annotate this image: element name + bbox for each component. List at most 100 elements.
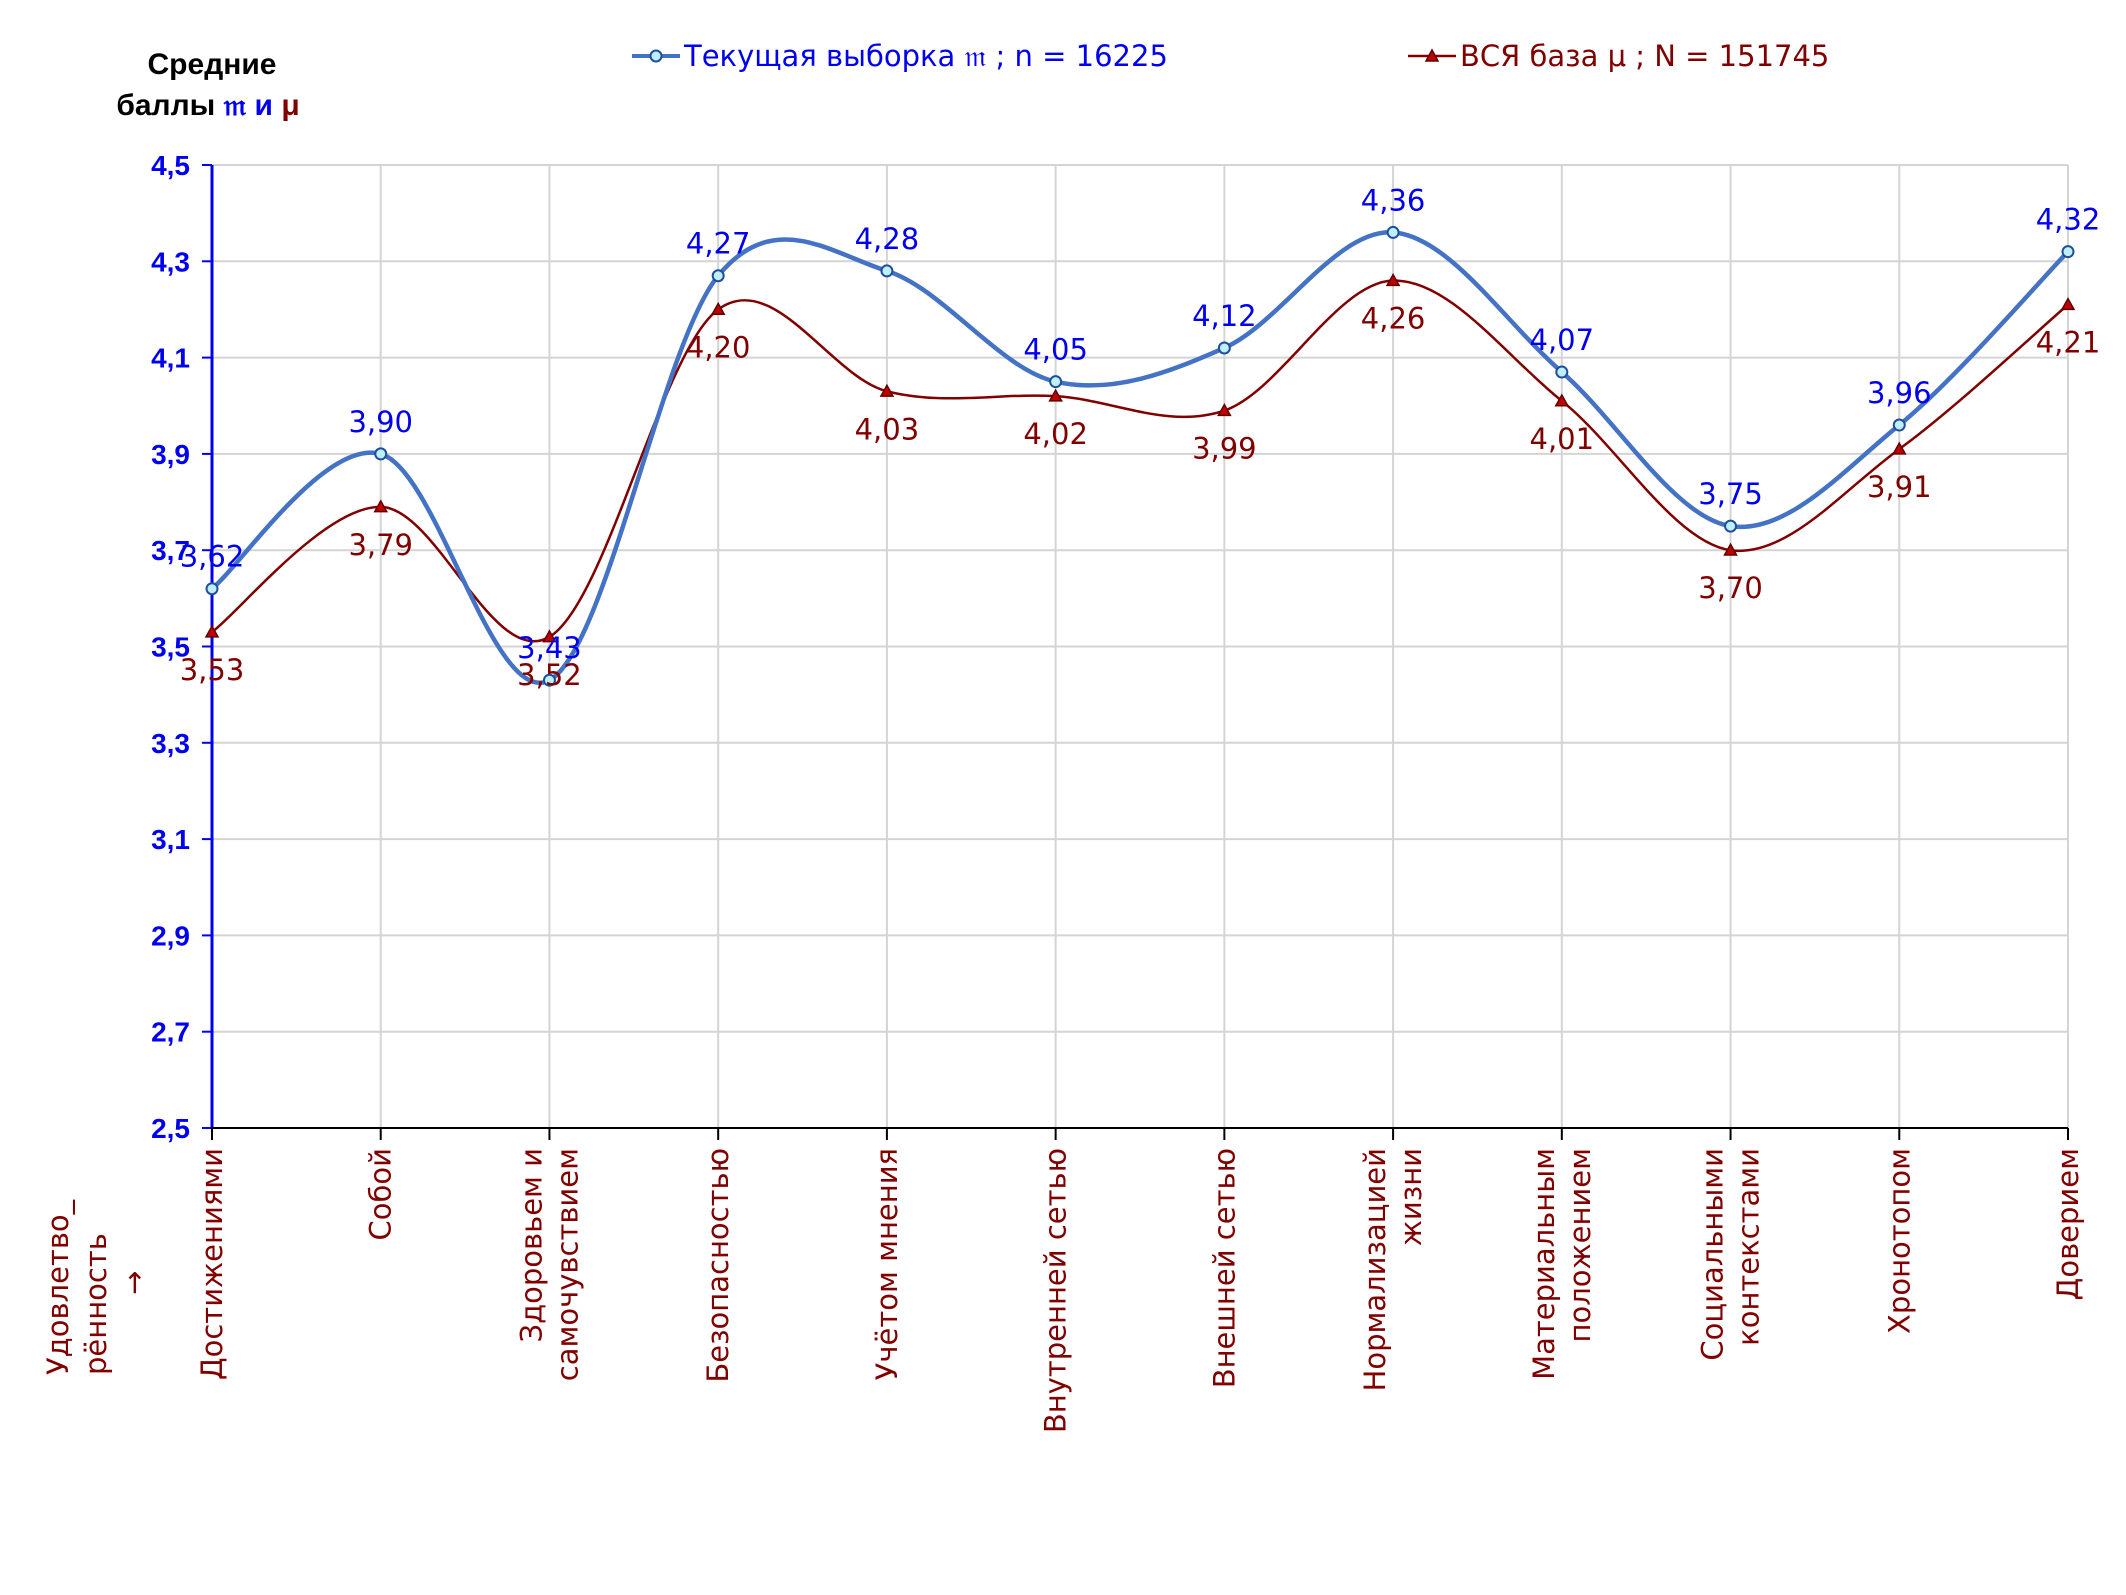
data-point-marker <box>1049 375 1063 389</box>
data-point-marker <box>374 447 388 461</box>
axis-titles: Средние баллы 𝔪 и μ Удовлетво_ рённость → <box>41 48 300 1375</box>
data-point-marker <box>1217 341 1231 355</box>
legend-item: Текущая выборка 𝔪 ; n = 16225 <box>632 39 1168 73</box>
x-tick-label-group: Нормализацией жизни <box>1358 1148 1428 1391</box>
data-point-marker <box>205 582 219 596</box>
x-tick-label-group: Внутренней сетью <box>1039 1148 1073 1433</box>
y-tick-label: 3,5 <box>151 632 190 663</box>
x-tick-label: Достижениями <box>195 1148 229 1380</box>
x-axis-title-line: → <box>117 1271 151 1295</box>
x-tick-label: Доверием <box>2051 1148 2085 1300</box>
data-point-marker <box>1554 393 1570 407</box>
series-base <box>204 273 2076 643</box>
legend: Текущая выборка 𝔪 ; n = 16225 ВСЯ база μ … <box>632 39 1829 73</box>
y-tick-label: 2,5 <box>151 1113 190 1144</box>
data-point-marker <box>1892 418 1906 432</box>
data-point-marker <box>1723 542 1738 556</box>
data-point-marker <box>1555 365 1569 379</box>
data-point-marker <box>542 629 557 643</box>
x-tick-label-group: Собой <box>364 1148 398 1240</box>
x-tick-label: Материальным <box>1527 1148 1561 1380</box>
data-point-marker <box>711 269 725 283</box>
data-label: 4,02 <box>1023 417 1088 451</box>
x-tick-label: Здоровьем и <box>514 1148 548 1343</box>
x-tick-label: самочувствием <box>550 1148 584 1381</box>
series-line <box>211 279 2069 643</box>
y-tick-label: 2,9 <box>151 920 190 951</box>
axes: 2,5 2,7 2,9 3,1 3,3 3,5 3,7 3,9 4,1 4,3 4,5 Достиже… <box>151 150 2085 1433</box>
legend-marker <box>1424 48 1440 62</box>
x-tick-label: Хронотопом <box>1882 1148 1916 1334</box>
data-label: 4,36 <box>1361 183 1426 217</box>
x-tick-label-group: Учётом мнения <box>870 1148 904 1380</box>
data-label: 3,75 <box>1698 477 1763 511</box>
x-axis-title: Удовлетво_ рённость → <box>41 1199 151 1375</box>
legend-label: ВСЯ база μ ; N = 151745 <box>1460 39 1829 73</box>
data-label: 4,12 <box>1192 299 1257 333</box>
data-label: 3,62 <box>180 540 245 574</box>
x-tick-label-group: Здоровьем и самочувствием <box>514 1148 584 1381</box>
x-tick-label: контекстами <box>1732 1148 1766 1346</box>
data-point-marker <box>1385 273 1401 287</box>
y-tick-label: 3,3 <box>151 728 190 759</box>
data-label: 4,07 <box>1530 323 1595 357</box>
x-tick-label: жизни <box>1394 1148 1428 1246</box>
data-point-marker <box>880 264 894 278</box>
x-tick-label: Собой <box>364 1148 398 1240</box>
data-label: 3,53 <box>180 653 245 687</box>
y-tick-label: 3,1 <box>151 824 190 855</box>
x-tick-label-group: Безопасностью <box>701 1148 735 1383</box>
data-point-marker <box>542 673 556 687</box>
x-tick-label: положением <box>1563 1148 1597 1342</box>
data-point-marker <box>373 499 389 513</box>
data-point-marker <box>1217 403 1232 417</box>
y-tick-label: 3,9 <box>151 439 190 470</box>
x-tick-label-group: Материальным положением <box>1527 1148 1597 1380</box>
y-tick-label: 4,1 <box>151 343 190 374</box>
data-label: 3,90 <box>348 405 413 439</box>
data-label: 3,91 <box>1867 470 1932 504</box>
legend-label: Текущая выборка 𝔪 ; n = 16225 <box>683 39 1168 73</box>
x-tick-label: Нормализацией <box>1358 1148 1392 1391</box>
data-label: 3,99 <box>1192 432 1257 466</box>
x-tick-label-group: Социальными контекстами <box>1696 1148 1766 1361</box>
data-point-marker <box>2060 297 2076 311</box>
x-tick-label-group: Внешней сетью <box>1207 1148 1241 1388</box>
data-label: 4,26 <box>1361 302 1426 336</box>
y-axis-title-line2: баллы 𝔪 и μ <box>116 89 299 122</box>
x-axis-title-line: Удовлетво_ <box>41 1199 75 1375</box>
y-tick-label: 3,7 <box>151 535 190 566</box>
data-point-marker <box>879 383 895 397</box>
y-axis-title-line1: Средние <box>148 48 277 81</box>
data-label: 4,20 <box>686 330 751 364</box>
legend-item: ВСЯ база μ ; N = 151745 <box>1408 39 1829 73</box>
x-tick-label-group: Доверием <box>2051 1148 2085 1300</box>
y-tick-label: 2,7 <box>151 1017 190 1048</box>
data-label: 3,52 <box>517 658 582 692</box>
data-label: 4,32 <box>2036 203 2101 237</box>
data-label: 4,27 <box>686 227 751 261</box>
data-label: 4,21 <box>2036 326 2101 360</box>
x-tick-label: Учётом мнения <box>870 1148 904 1380</box>
data-point-marker <box>1724 519 1738 533</box>
data-label: 4,05 <box>1023 333 1088 367</box>
x-tick-label: Безопасностью <box>701 1148 735 1383</box>
data-point-marker <box>2061 245 2075 259</box>
x-axis-title-line: рённость <box>79 1233 113 1375</box>
data-point-marker <box>1048 388 1063 402</box>
data-labels: 3,53 3,79 3,52 4,20 4,03 4,02 3,99 4,26 4,01 3,70… <box>180 183 2101 691</box>
data-point-marker <box>204 624 220 638</box>
y-tick-label: 4,3 <box>151 246 190 277</box>
data-point-marker <box>1891 441 1907 455</box>
data-label: 4,01 <box>1530 422 1595 456</box>
data-label: 3,79 <box>348 528 413 562</box>
x-tick-label-group: Хронотопом <box>1882 1148 1916 1334</box>
legend-marker <box>649 49 663 63</box>
data-point-marker <box>710 301 726 315</box>
data-label: 4,03 <box>855 412 920 446</box>
data-point-marker <box>1386 225 1400 239</box>
data-label: 3,96 <box>1867 376 1932 410</box>
x-tick-label: Внутренней сетью <box>1039 1148 1073 1433</box>
data-label: 4,28 <box>855 222 920 256</box>
